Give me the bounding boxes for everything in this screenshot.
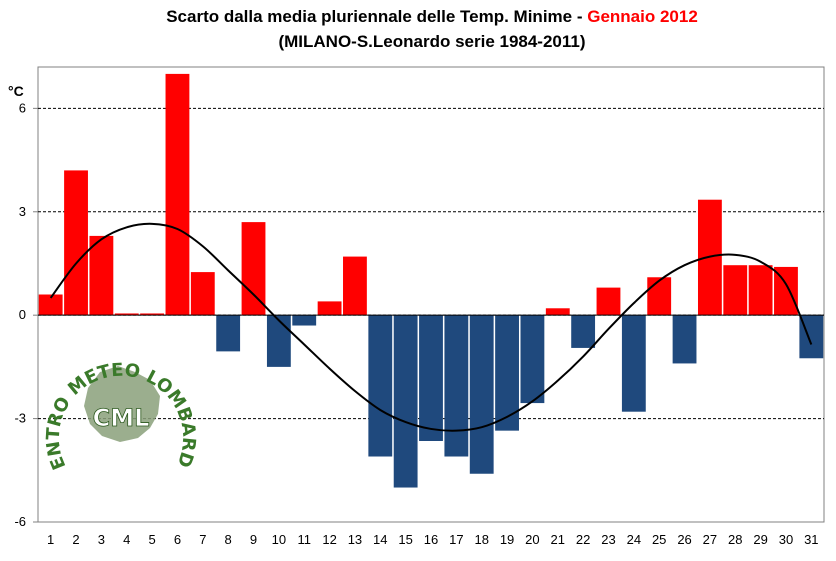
- x-tick-label: 14: [373, 532, 387, 547]
- x-tick-label: 3: [98, 532, 105, 547]
- bar-day-28: [723, 265, 748, 316]
- x-tick-label: 5: [148, 532, 155, 547]
- bar-day-18: [469, 315, 494, 474]
- x-tick-label: 2: [72, 532, 79, 547]
- bar-day-9: [241, 222, 266, 316]
- x-tick-label: 7: [199, 532, 206, 547]
- bar-day-15: [393, 315, 418, 488]
- chart-title: Scarto dalla media pluriennale delle Tem…: [166, 7, 698, 26]
- x-tick-label: 9: [250, 532, 257, 547]
- x-tick-label: 21: [551, 532, 565, 547]
- x-tick-label: 1: [47, 532, 54, 547]
- x-tick-label: 25: [652, 532, 666, 547]
- logo-initials: CML: [93, 404, 150, 432]
- bar-day-14: [368, 315, 393, 457]
- x-tick-label: 10: [272, 532, 286, 547]
- bar-day-16: [419, 315, 443, 441]
- y-axis-unit-label: °C: [8, 83, 24, 99]
- bar-day-26: [672, 315, 697, 364]
- bar-day-4: [114, 313, 139, 316]
- x-tick-label: 31: [804, 532, 818, 547]
- chart-subtitle: (MILANO-S.Leonardo serie 1984-2011): [278, 32, 585, 51]
- bar-day-7: [190, 272, 215, 316]
- bar-day-24: [621, 315, 646, 412]
- x-tick-label: 11: [297, 532, 311, 547]
- bar-day-20: [520, 315, 545, 404]
- x-tick-label: 19: [500, 532, 514, 547]
- x-tick-label: 20: [525, 532, 539, 547]
- y-tick-label: -6: [14, 514, 26, 529]
- x-tick-label: 13: [348, 532, 362, 547]
- x-tick-label: 28: [728, 532, 742, 547]
- x-tick-label: 29: [753, 532, 767, 547]
- x-tick-label: 22: [576, 532, 590, 547]
- bar-day-13: [343, 256, 367, 316]
- x-tick-label: 6: [174, 532, 181, 547]
- bar-day-3: [89, 235, 114, 316]
- bar-day-5: [140, 313, 165, 316]
- bar-day-23: [596, 287, 621, 316]
- bar-day-12: [317, 301, 342, 316]
- bar-day-8: [216, 315, 241, 352]
- x-tick-label: 4: [123, 532, 130, 547]
- bar-day-22: [571, 315, 596, 348]
- x-tick-label: 23: [601, 532, 615, 547]
- trend-curve: [49, 222, 813, 432]
- y-tick-label: 6: [19, 100, 26, 115]
- x-tick-label: 27: [703, 532, 717, 547]
- bar-day-30: [774, 266, 798, 316]
- bar-day-29: [748, 265, 773, 316]
- x-tick-label: 24: [627, 532, 641, 547]
- x-tick-label: 8: [225, 532, 232, 547]
- bar-day-19: [495, 315, 519, 431]
- bar-day-1: [38, 294, 63, 316]
- x-tick-label: 16: [424, 532, 438, 547]
- bar-day-10: [266, 315, 291, 367]
- x-tick-label: 17: [449, 532, 463, 547]
- y-tick-label: -3: [14, 411, 26, 426]
- plot-frame: [37, 66, 825, 523]
- x-tick-label: 12: [322, 532, 336, 547]
- bar-day-11: [292, 315, 317, 326]
- chart-title-main: Scarto dalla media pluriennale delle Tem…: [166, 7, 587, 26]
- bar-day-2: [64, 170, 88, 316]
- logo-region-shape: [84, 366, 160, 442]
- bar-day-25: [647, 277, 672, 316]
- x-tick-label: 30: [779, 532, 793, 547]
- x-tick-label: 26: [677, 532, 691, 547]
- y-tick-label: 3: [19, 204, 26, 219]
- x-tick-label: 18: [474, 532, 488, 547]
- x-tick-label: 15: [398, 532, 412, 547]
- y-tick-label: 0: [19, 307, 26, 322]
- bar-day-6: [165, 73, 190, 316]
- bar-day-31: [799, 315, 824, 359]
- bar-day-17: [444, 315, 469, 457]
- bar-day-21: [545, 308, 570, 316]
- chart-title-highlight: Gennaio 2012: [587, 7, 698, 26]
